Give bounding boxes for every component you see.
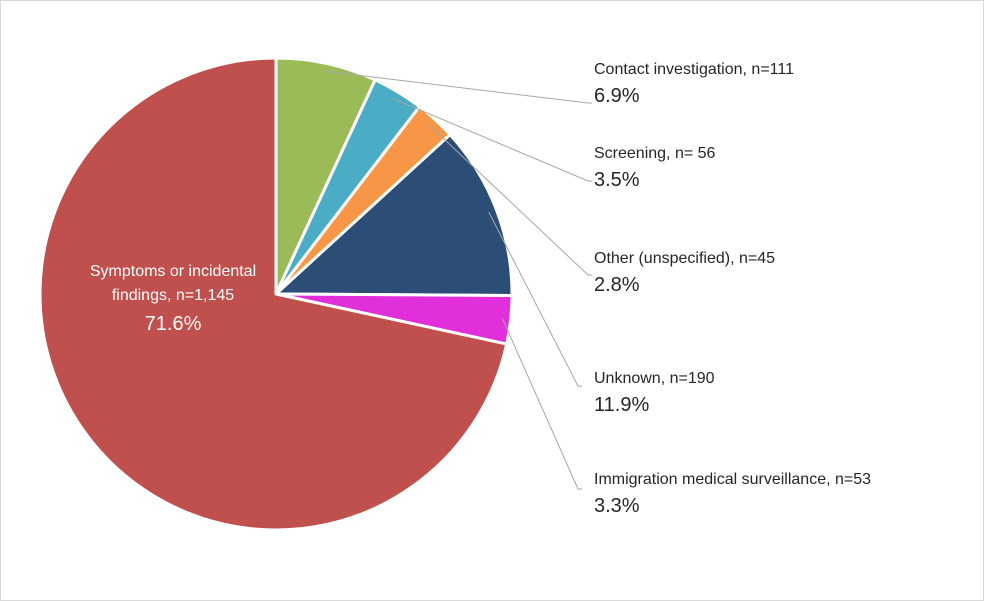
leader-line-immigration-medical-surveillance [502, 318, 582, 490]
slice-label-other-unspecified-n: Other (unspecified), n=45 [594, 250, 775, 267]
slice-label-immigration-medical-surveillance: Immigration medical surveillance, n=53 [594, 471, 871, 488]
pie-slice-symptoms-or-incidental [38, 56, 509, 532]
slice-label-contact-investigation-n: Contact investigation, n=111 [594, 61, 794, 78]
slice-percent-immigration-medical-surveillance: 3.3% [594, 495, 640, 517]
slice-percent-other-unspecified-n: 2.8% [594, 274, 640, 296]
slice-percent-screening-n-56: 3.5% [594, 169, 640, 191]
slice-percent-unknown-n-190: 11.9% [594, 394, 649, 416]
leader-line-unknown-n-190 [488, 211, 582, 387]
pie-labels: Contact investigation, n=111 6.9% Screenin… [90, 61, 871, 517]
slice-label-screening-n-56: Screening, n= 56 [594, 145, 716, 162]
slice-percent-symptoms-or-incidental: 71.6% [145, 313, 202, 335]
leader-line-other-unspecified-n [429, 125, 592, 276]
slice-label-symptoms-or-incidental: Symptoms or incidental [90, 263, 256, 280]
pie-slice-unknown-n-190 [274, 133, 514, 297]
leader-line-screening-n-56 [393, 98, 592, 182]
slice-label-symptoms-or-incidental-line2: findings, n=1,145 [112, 287, 234, 304]
slice-percent-contact-investigation-n: 6.9% [594, 85, 640, 107]
pie-slices [38, 56, 514, 532]
leader-line-contact-investigation-n [324, 70, 592, 104]
slice-label-unknown-n-190: Unknown, n=190 [594, 370, 715, 387]
